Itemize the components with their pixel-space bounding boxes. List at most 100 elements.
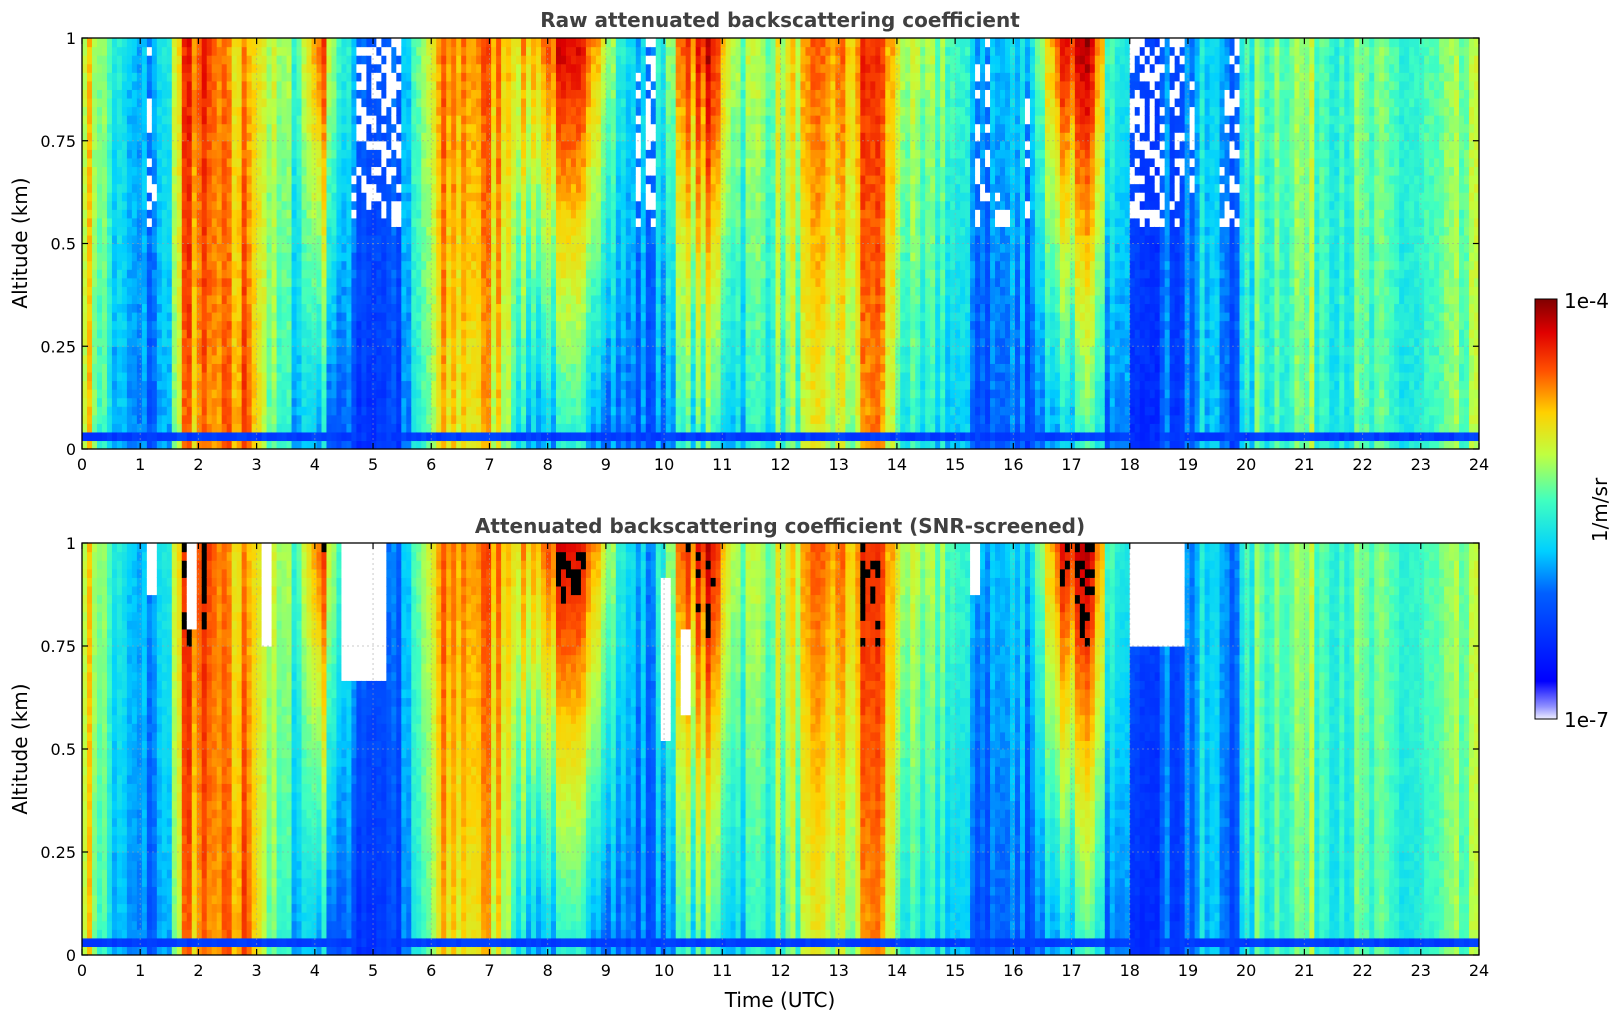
heatmap-cell <box>126 106 133 116</box>
heatmap-cell <box>96 389 103 399</box>
heatmap-cell <box>116 354 123 364</box>
heatmap-cell <box>281 243 288 253</box>
heatmap-cell <box>361 252 367 262</box>
heatmap-cell <box>321 55 328 65</box>
heatmap-cell <box>406 166 412 176</box>
heatmap-cell <box>251 226 258 236</box>
heatmap-cell <box>331 277 338 287</box>
heatmap-cell <box>206 277 213 287</box>
heatmap-cell <box>466 397 472 407</box>
heatmap-cell <box>441 226 447 236</box>
heatmap-cell <box>261 166 268 176</box>
heatmap-cell <box>560 140 567 150</box>
heatmap-cell <box>486 371 492 382</box>
heatmap-cell <box>401 389 407 399</box>
heatmap-cell <box>396 209 402 219</box>
heatmap-cell <box>101 192 108 202</box>
heatmap-cell <box>476 371 482 382</box>
heatmap-cell <box>82 269 88 279</box>
heatmap-cell <box>526 269 532 279</box>
heatmap-cell <box>291 354 298 364</box>
heatmap-cell <box>496 346 502 356</box>
heatmap-cell <box>271 363 278 373</box>
heatmap-cell <box>431 440 437 449</box>
heatmap-cell <box>161 192 168 202</box>
heatmap-cell <box>286 157 293 168</box>
heatmap-cell <box>91 89 98 99</box>
heatmap-cell <box>346 337 353 347</box>
heatmap-cell <box>206 123 213 133</box>
heatmap-cell <box>166 80 173 90</box>
heatmap-cell <box>496 63 502 73</box>
heatmap-cell <box>426 226 432 236</box>
heatmap-cell <box>466 200 472 210</box>
heatmap-cell <box>326 149 333 159</box>
heatmap-cell <box>276 354 283 364</box>
heatmap-cell <box>426 406 432 416</box>
heatmap-cell <box>585 320 592 330</box>
heatmap-cell <box>396 252 402 262</box>
heatmap-cell <box>356 234 362 245</box>
heatmap-cell <box>91 63 98 73</box>
heatmap-cell <box>356 380 362 390</box>
heatmap-cell <box>181 243 188 253</box>
heatmap-cell <box>301 431 308 442</box>
heatmap-cell <box>351 380 358 390</box>
heatmap-cell <box>476 132 482 142</box>
heatmap-cell <box>506 63 512 73</box>
heatmap-cell <box>251 46 258 56</box>
heatmap-cell <box>436 123 442 133</box>
heatmap-cell <box>590 106 597 116</box>
heatmap-cell <box>486 97 492 108</box>
heatmap-cell <box>226 243 233 253</box>
heatmap-cell <box>491 414 497 424</box>
heatmap-cell <box>491 312 497 322</box>
heatmap-cell <box>216 209 223 219</box>
heatmap-cell <box>196 303 203 313</box>
heatmap-cell <box>451 414 457 424</box>
heatmap-cell <box>306 354 313 364</box>
heatmap-cell <box>91 320 98 330</box>
heatmap-cell <box>91 200 98 210</box>
heatmap-cell <box>221 414 228 424</box>
heatmap-cell <box>226 63 233 73</box>
heatmap-cell <box>381 38 387 48</box>
heatmap-cell <box>585 397 592 407</box>
heatmap-cell <box>171 269 178 279</box>
heatmap-cell <box>261 252 268 262</box>
heatmap-cell <box>506 380 512 390</box>
heatmap-cell <box>476 397 482 407</box>
heatmap-cell <box>401 406 407 416</box>
heatmap-cell <box>176 132 183 142</box>
heatmap-cell <box>560 209 567 219</box>
heatmap-cell <box>526 286 532 296</box>
heatmap-cell <box>406 234 412 245</box>
heatmap-cell <box>101 414 108 424</box>
heatmap-cell <box>196 192 203 202</box>
heatmap-cell <box>386 38 392 48</box>
heatmap-cell <box>401 303 407 313</box>
heatmap-cell <box>206 166 213 176</box>
heatmap-cell <box>151 346 158 356</box>
heatmap-cell <box>301 389 308 399</box>
heatmap-cell <box>336 63 343 73</box>
heatmap-cell <box>451 294 457 305</box>
heatmap-cell <box>356 89 362 99</box>
heatmap-cell <box>211 80 218 90</box>
heatmap-cell <box>580 346 587 356</box>
heatmap-cell <box>281 440 288 449</box>
heatmap-cell <box>401 252 407 262</box>
heatmap-cell <box>411 440 417 449</box>
heatmap-cell <box>286 217 293 227</box>
heatmap-cell <box>186 132 193 142</box>
heatmap-cell <box>396 277 402 287</box>
heatmap-cell <box>391 329 397 339</box>
heatmap-cell <box>216 183 223 193</box>
heatmap-cell <box>521 38 527 48</box>
heatmap-cell <box>486 312 492 322</box>
heatmap-cell <box>471 312 477 322</box>
heatmap-cell <box>116 55 123 65</box>
heatmap-cell <box>471 260 477 270</box>
heatmap-cell <box>436 209 442 219</box>
heatmap-cell <box>361 217 367 227</box>
